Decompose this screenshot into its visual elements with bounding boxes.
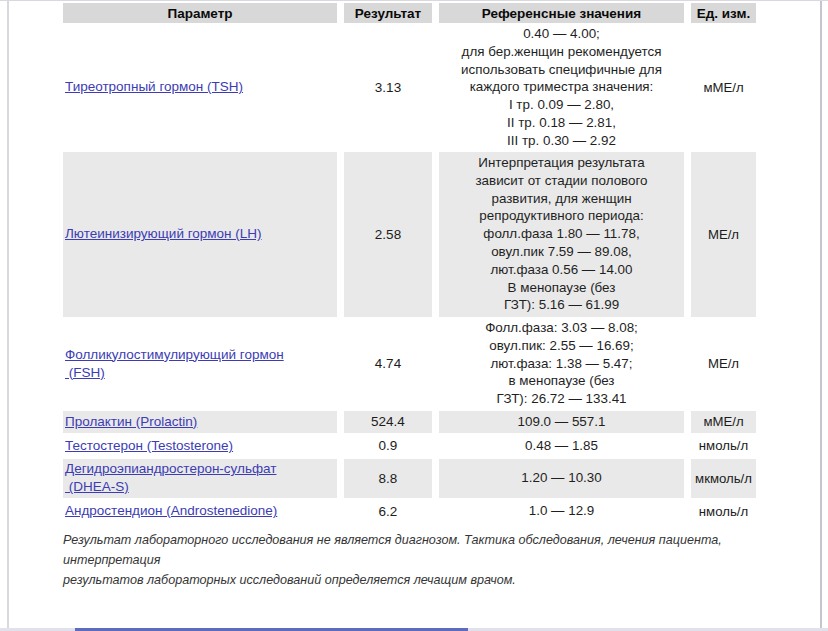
table-row-lh: Лютеинизирующий гормон (LH) 2.58 Интерпр… <box>63 152 756 317</box>
result-value: 0.9 <box>344 435 432 457</box>
parameter-link-fsh[interactable]: Фолликулостимулирующий гормон (FSH) <box>65 347 284 380</box>
parameter-cell: Лютеинизирующий гормон (LH) <box>63 152 337 317</box>
unit-label: мкмоль/л <box>691 459 756 498</box>
column-header-unit: Ед. изм. <box>691 3 756 23</box>
unit-label: нмоль/л <box>691 500 756 523</box>
parameter-cell: Андростендион (Androstenedione) <box>63 500 337 523</box>
parameter-link-prolactin[interactable]: Пролактин (Prolactin) <box>65 414 197 429</box>
parameter-cell: Тестостерон (Testosterone) <box>63 435 337 457</box>
parameter-cell: Фолликулостимулирующий гормон (FSH) <box>63 319 337 409</box>
reference-range: 1.20 — 10.30 <box>439 459 684 498</box>
disclaimer-text: Результат лабораторного исследования не … <box>63 530 773 590</box>
table-row-testosterone: Тестостерон (Testosterone) 0.9 0.48 — 1.… <box>63 435 756 457</box>
result-value: 3.13 <box>344 25 432 150</box>
result-value: 6.2 <box>344 500 432 523</box>
reference-range: 109.0 — 557.1 <box>439 411 684 433</box>
lab-results-table: Параметр Результат Референсные значения … <box>56 1 763 525</box>
result-value: 2.58 <box>344 152 432 317</box>
column-header-reference: Референсные значения <box>439 3 684 23</box>
unit-label: МЕ/л <box>691 152 756 317</box>
parameter-cell: Дегидроэпиандростерон-сульфат (DHEA-S) <box>63 459 337 498</box>
parameter-cell: Пролактин (Prolactin) <box>63 411 337 433</box>
unit-label: МЕ/л <box>691 319 756 409</box>
reference-range: 1.0 — 12.9 <box>439 500 684 523</box>
result-value: 524.4 <box>344 411 432 433</box>
window-left-border <box>7 1 9 631</box>
table-row-dhea-s: Дегидроэпиандростерон-сульфат (DHEA-S) 8… <box>63 459 756 498</box>
table-row-androstenedione: Андростендион (Androstenedione) 6.2 1.0 … <box>63 500 756 523</box>
unit-label: нмоль/л <box>691 435 756 457</box>
table-row-tsh: Тиреотропный гормон (TSH) 3.13 0.40 — 4.… <box>63 25 756 150</box>
column-header-parameter: Параметр <box>63 3 337 23</box>
table-row-prolactin: Пролактин (Prolactin) 524.4 109.0 — 557.… <box>63 411 756 433</box>
parameter-link-dhea-s[interactable]: Дегидроэпиандростерон-сульфат (DHEA-S) <box>65 461 276 494</box>
reference-range: Интерпретация результата зависит от стад… <box>439 152 684 317</box>
table-header-row: Параметр Результат Референсные значения … <box>63 3 756 23</box>
parameter-link-androstenedione[interactable]: Андростендион (Androstenedione) <box>65 503 277 518</box>
result-value: 4.74 <box>344 319 432 409</box>
unit-label: мМЕ/л <box>691 25 756 150</box>
result-value: 8.8 <box>344 459 432 498</box>
reference-range: 0.48 — 1.85 <box>439 435 684 457</box>
parameter-link-lh[interactable]: Лютеинизирующий гормон (LH) <box>65 226 262 241</box>
column-header-result: Результат <box>344 3 432 23</box>
reference-range: 0.40 — 4.00; для бер.женщин рекомендуетс… <box>439 25 684 150</box>
parameter-cell: Тиреотропный гормон (TSH) <box>63 25 337 150</box>
reference-range: Фолл.фаза: 3.03 — 8.08; овул.пик: 2.55 —… <box>439 319 684 409</box>
unit-label: мМЕ/л <box>691 411 756 433</box>
table-row-fsh: Фолликулостимулирующий гормон (FSH) 4.74… <box>63 319 756 409</box>
window-right-border <box>820 1 822 631</box>
lab-results-page: Параметр Результат Референсные значения … <box>0 0 828 631</box>
parameter-link-testosterone[interactable]: Тестостерон (Testosterone) <box>65 438 233 453</box>
parameter-link-tsh[interactable]: Тиреотропный гормон (TSH) <box>65 79 243 94</box>
